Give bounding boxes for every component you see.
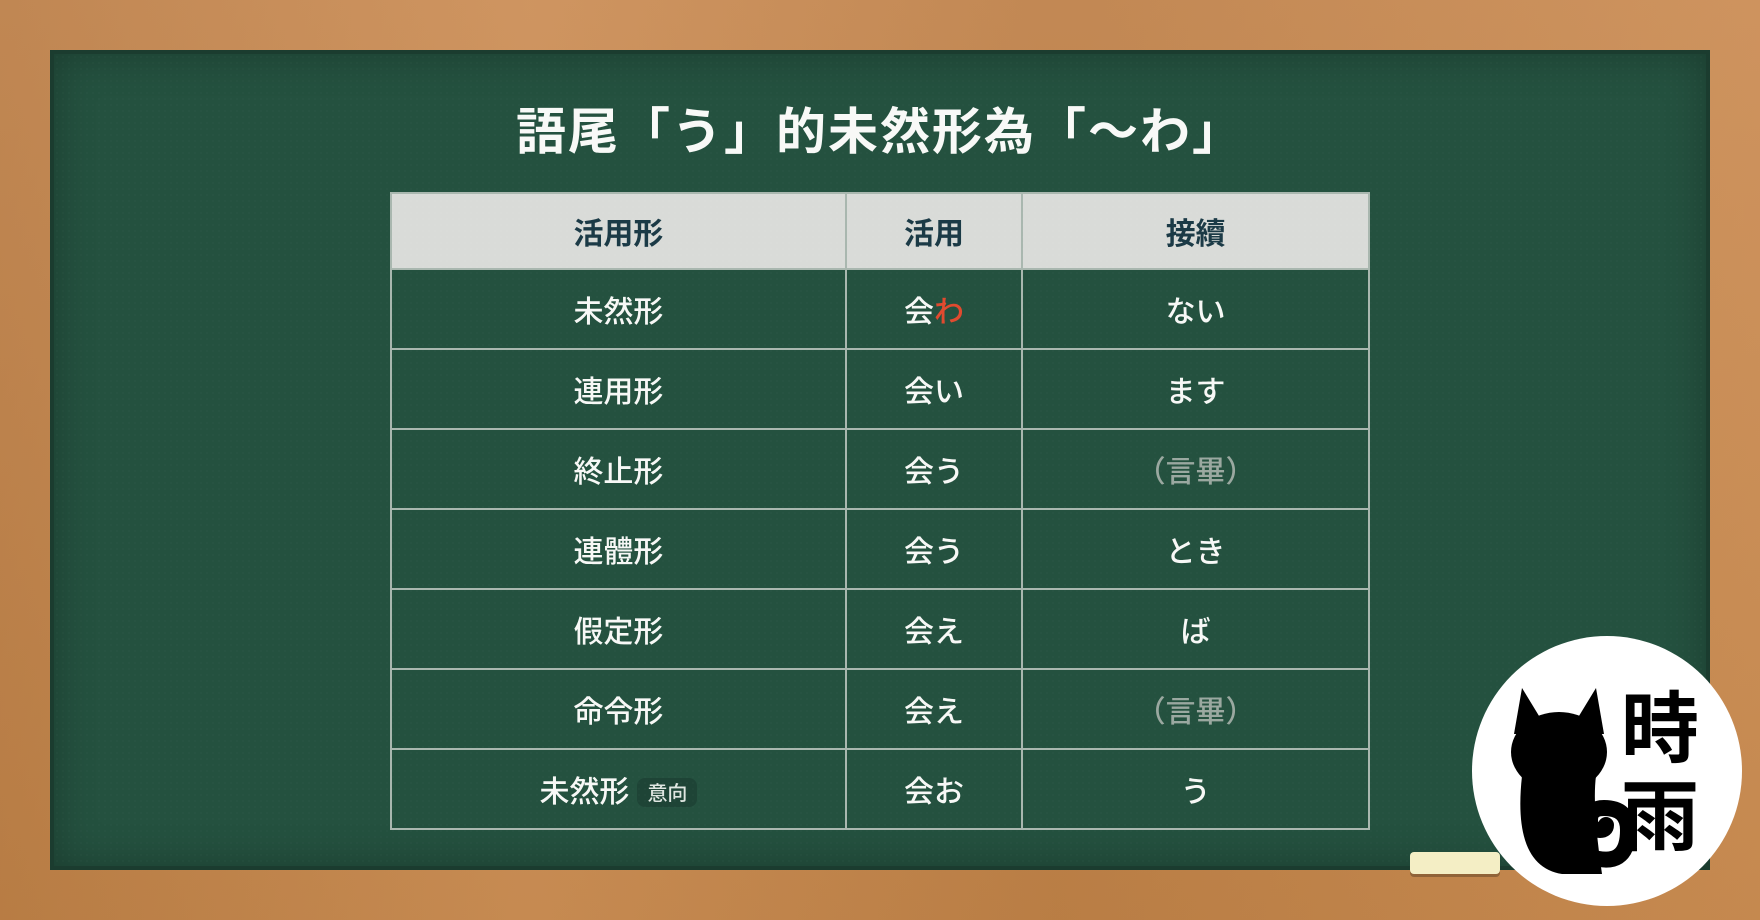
form-label: 終止形 [573, 447, 663, 491]
cell-form: 假定形 [391, 589, 846, 669]
conj-base: 会う [904, 527, 964, 571]
conj-base: 会う [904, 447, 964, 491]
col-header-form: 活用形 [391, 193, 846, 269]
conj-base: 会え [904, 607, 964, 651]
table-row: 連用形 会い ます [391, 349, 1369, 429]
cell-form: 未然形意向 [391, 749, 846, 829]
cell-connection: う [1022, 749, 1369, 829]
table-row: 未然形意向 会お う [391, 749, 1369, 829]
form-label: 連用形 [573, 367, 663, 411]
cell-conjugation: 会お [846, 749, 1022, 829]
page-title: 語尾「う」的未然形為「～わ」 [516, 92, 1244, 164]
conjugation-table: 活用形 活用 接續 未然形会わない連用形会います終止形会う（言畢）連體形会うとき… [390, 192, 1370, 830]
cell-form: 連體形 [391, 509, 846, 589]
brand-logo: 時 雨 [1472, 636, 1742, 906]
cell-conjugation: 会い [846, 349, 1022, 429]
table-row: 命令形 会え （言畢） [391, 669, 1369, 749]
conj-base: 会え [904, 687, 964, 731]
conj-base: 会お [904, 767, 964, 811]
form-label: 未然形 [573, 287, 663, 331]
cell-conjugation: 会う [846, 509, 1022, 589]
form-label: 連體形 [573, 527, 663, 571]
cell-connection: （言畢） [1022, 429, 1369, 509]
cell-form: 未然形 [391, 269, 846, 349]
cell-connection: ます [1022, 349, 1369, 429]
conj-base: 会い [904, 367, 964, 411]
cell-connection: （言畢） [1022, 669, 1369, 749]
table-row: 連體形 会う とき [391, 509, 1369, 589]
cell-connection: ない [1022, 269, 1369, 349]
form-label: 假定形 [573, 607, 663, 651]
col-header-conjugation: 活用 [846, 193, 1022, 269]
logo-text-bottom: 雨 [1621, 755, 1699, 867]
chalk-stick [1410, 852, 1500, 874]
cell-conjugation: 会え [846, 669, 1022, 749]
form-badge: 意向 [637, 778, 697, 807]
cell-connection: とき [1022, 509, 1369, 589]
wood-frame: 語尾「う」的未然形為「～わ」 活用形 活用 接續 未然形会わない連用形会います終… [0, 0, 1760, 920]
cell-conjugation: 会え [846, 589, 1022, 669]
form-label: 未然形 [539, 767, 629, 811]
cell-form: 連用形 [391, 349, 846, 429]
cell-conjugation: 会う [846, 429, 1022, 509]
cell-form: 終止形 [391, 429, 846, 509]
cat-logo-icon: 時 雨 [1492, 656, 1722, 886]
conj-suffix: わ [934, 287, 964, 331]
cell-connection: ば [1022, 589, 1369, 669]
form-label: 命令形 [573, 687, 663, 731]
table-row: 假定形 会え ば [391, 589, 1369, 669]
col-header-connection: 接續 [1022, 193, 1369, 269]
cell-form: 命令形 [391, 669, 846, 749]
conj-base: 会 [904, 287, 934, 331]
table-header-row: 活用形 活用 接續 [391, 193, 1369, 269]
chalkboard: 語尾「う」的未然形為「～わ」 活用形 活用 接續 未然形会わない連用形会います終… [50, 50, 1710, 870]
table-row: 未然形会わない [391, 269, 1369, 349]
table-row: 終止形 会う （言畢） [391, 429, 1369, 509]
cell-conjugation: 会わ [846, 269, 1022, 349]
